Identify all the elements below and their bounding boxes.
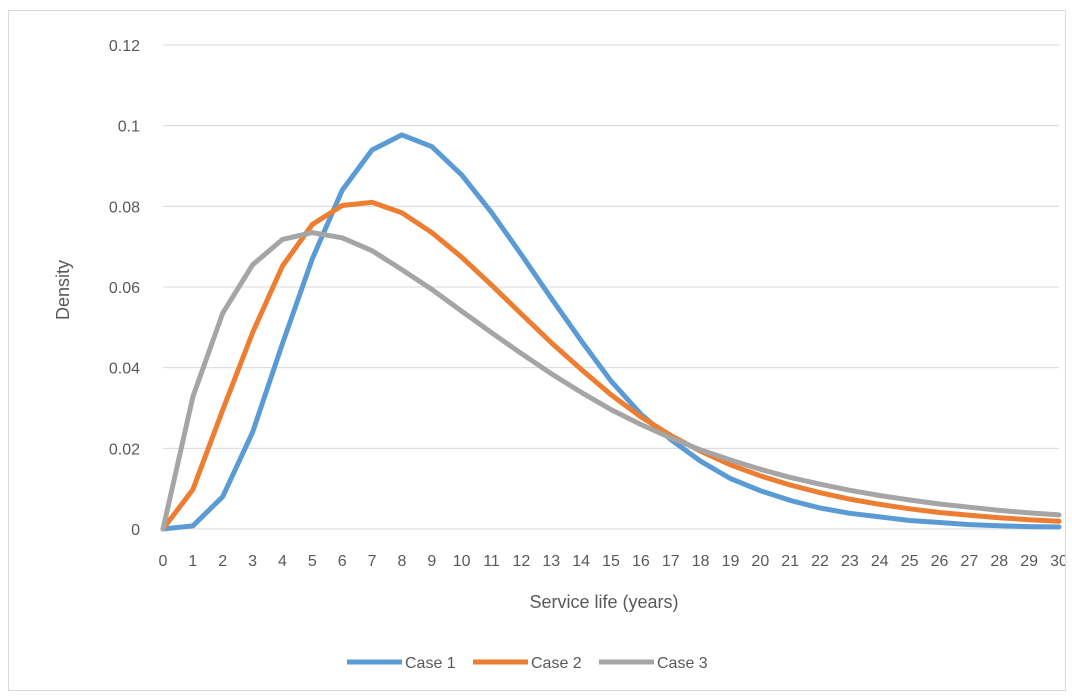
- x-tick-label: 10: [453, 553, 471, 570]
- x-tick-label: 5: [308, 553, 317, 570]
- y-tick-label: 0: [131, 522, 140, 539]
- gridlines: [163, 44, 1059, 449]
- line-chart: 00.020.040.060.080.10.12 0 1 2 3 4 5 6 7 8 9 10 11 1…: [53, 38, 1065, 672]
- x-axis-title: Service life (years): [529, 592, 678, 612]
- legend-item: Case 3: [599, 655, 708, 672]
- x-tick-label: 3: [248, 553, 257, 570]
- legend-item: Case 1: [347, 655, 456, 672]
- y-axis-title: Density: [53, 260, 73, 320]
- x-tick-label: 26: [931, 553, 949, 570]
- x-tick-label: 22: [811, 553, 829, 570]
- y-tick-label: 0.02: [109, 441, 140, 458]
- x-tick-label: 24: [871, 553, 889, 570]
- legend: Case 1 Case 2 Case 3: [347, 655, 708, 672]
- x-tick-label: 2: [218, 553, 227, 570]
- y-axis-tick-labels: 0 0.02 0.04 0.06 0.08 0.1 0.12: [109, 38, 140, 539]
- legend-label: Case 1: [405, 655, 456, 672]
- legend-item: Case 2: [473, 655, 582, 672]
- x-tick-label: 11: [483, 553, 500, 570]
- x-tick-label: 16: [632, 553, 650, 570]
- x-tick-label: 12: [513, 553, 531, 570]
- x-tick-label: 15: [602, 553, 620, 570]
- x-tick-label: 13: [542, 553, 560, 570]
- x-tick-label: 17: [662, 553, 680, 570]
- x-tick-label: 14: [572, 553, 590, 570]
- y-tick-label: 0.06: [109, 280, 140, 297]
- x-tick-label: 4: [278, 553, 287, 570]
- x-tick-label: 28: [990, 553, 1008, 570]
- x-tick-label: 25: [901, 553, 919, 570]
- x-tick-label: 19: [722, 553, 740, 570]
- x-tick-label: 6: [338, 553, 347, 570]
- series-lines: [160, 132, 1062, 532]
- series-line-case-3: [160, 230, 1062, 532]
- x-tick-label: 1: [188, 553, 197, 570]
- x-tick-label: 27: [961, 553, 979, 570]
- x-tick-label: 23: [841, 553, 859, 570]
- x-tick-label: 7: [368, 553, 377, 570]
- x-axis-tick-labels: 0 1 2 3 4 5 6 7 8 9 10 11 12 13 14 15 16 17 18 19 20 21 22 23 24…: [159, 553, 1065, 570]
- x-tick-label: 30: [1050, 553, 1065, 570]
- x-tick-label: 8: [397, 553, 406, 570]
- y-tick-label: 0.12: [109, 38, 140, 55]
- y-tick-label: 0.04: [109, 361, 140, 378]
- x-tick-label: 29: [1020, 553, 1038, 570]
- legend-label: Case 3: [657, 655, 708, 672]
- series-line-case-2: [160, 199, 1062, 532]
- chart-frame: 0 0.02 0.04 0.06 0.08 0.1 0.12 0 1 2 3 4 5 6 7 8 9 10 11 1…: [8, 10, 1066, 691]
- series-line-case-1: [160, 132, 1062, 532]
- x-tick-label: 18: [692, 553, 710, 570]
- x-tick-label: 0: [159, 553, 168, 570]
- x-tick-label: 21: [781, 553, 799, 570]
- y-tick-label: 0.08: [109, 199, 140, 216]
- legend-label: Case 2: [531, 655, 582, 672]
- x-tick-label: 20: [751, 553, 769, 570]
- x-tick-label: 9: [427, 553, 436, 570]
- y-tick-label: 0.1: [118, 119, 140, 136]
